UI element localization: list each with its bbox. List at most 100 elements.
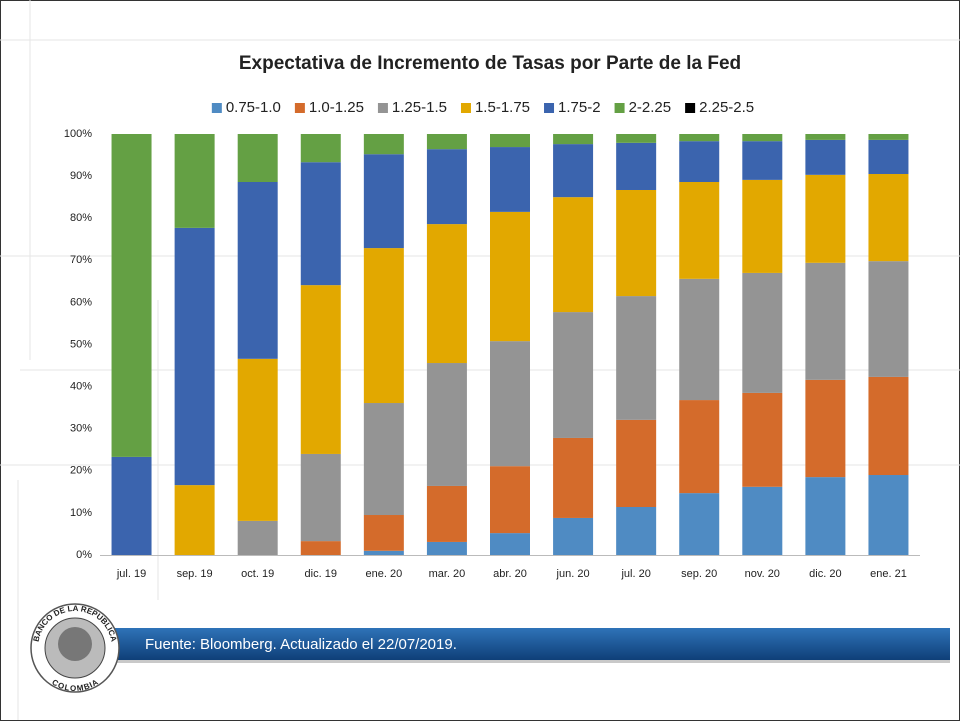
bar-segment — [868, 376, 909, 476]
bar-segment — [426, 134, 467, 150]
bar-segment — [679, 493, 720, 555]
bar-segment — [868, 261, 909, 377]
bar-segment — [742, 272, 783, 393]
bar-segment — [805, 139, 846, 175]
legend-label: 1.0-1.25 — [309, 99, 364, 116]
bar-segment — [553, 517, 594, 555]
legend-label: 1.25-1.5 — [392, 99, 447, 116]
bar-segment — [363, 515, 404, 551]
bar-segment — [490, 466, 530, 534]
bar-segment — [742, 141, 783, 180]
legend-label: 2.25-2.5 — [699, 99, 754, 116]
footer-shadow — [95, 660, 950, 663]
bar-segment — [426, 363, 467, 486]
legend-item: 1.5-1.75 — [460, 99, 530, 116]
bar-segment — [490, 211, 530, 342]
bar-segment — [679, 278, 720, 401]
bar-segment — [805, 477, 846, 555]
bar-segment — [300, 285, 341, 454]
bar-segment — [553, 437, 594, 518]
bar-segment — [237, 134, 278, 182]
y-tick-label: 60% — [70, 296, 92, 308]
x-tick-label: oct. 19 — [241, 568, 274, 580]
bar-segment — [174, 227, 215, 486]
legend-swatch — [211, 103, 222, 113]
bar-segment — [363, 154, 404, 249]
x-tick-label: mar. 20 — [429, 568, 466, 580]
bar-segment — [426, 541, 467, 555]
y-tick-label: 10% — [70, 507, 92, 519]
legend-item: 1.75-2 — [544, 99, 601, 116]
bar-segment — [616, 134, 657, 143]
legend-swatch — [685, 103, 696, 113]
bar-segment — [300, 162, 341, 286]
footer-source: Fuente: Bloomberg. Actualizado el 22/07/… — [145, 636, 457, 653]
bar-segment — [237, 181, 278, 359]
legend-item: 1.25-1.5 — [377, 99, 447, 116]
bar-segment — [553, 134, 594, 145]
bar-segment — [490, 533, 530, 555]
bar-segment — [111, 134, 152, 457]
y-tick-label: 40% — [70, 381, 92, 393]
chart-title: Expectativa de Incremento de Tasas por P… — [239, 53, 741, 74]
x-tick-label: jul. 19 — [116, 568, 146, 580]
bar-segment — [490, 147, 530, 212]
bar-segment — [616, 142, 657, 190]
bar-segment — [553, 312, 594, 438]
bar-segment — [490, 134, 530, 148]
x-tick-label: dic. 20 — [809, 568, 841, 580]
bar-segment — [742, 486, 783, 555]
y-tick-label: 0% — [76, 549, 92, 561]
x-tick-label: jul. 20 — [620, 568, 650, 580]
x-tick-label: nov. 20 — [745, 568, 780, 580]
bar-segment — [868, 134, 909, 140]
y-tick-label: 30% — [70, 423, 92, 435]
footer-band — [95, 628, 950, 660]
bar-segment — [426, 149, 467, 225]
x-tick-label: jun. 20 — [556, 568, 590, 580]
legend-item: 2-2.25 — [614, 99, 672, 116]
legend: 0.75-1.0 1.0-1.25 1.25-1.5 1.5-1.75 1.75-2 2-… — [211, 99, 754, 116]
bar-segment — [616, 419, 657, 508]
bar-segment — [616, 296, 657, 420]
legend-label: 0.75-1.0 — [226, 99, 281, 116]
bar-segment — [237, 520, 278, 555]
bar-segment — [111, 456, 152, 555]
logo: BANCO DE LA REPUBLICA COLOMBIA — [30, 603, 120, 693]
bar-segment — [616, 189, 657, 297]
bar-segment — [742, 179, 783, 273]
bar-segment — [363, 248, 404, 404]
bar-segment — [363, 403, 404, 516]
x-tick-label: sep. 20 — [681, 568, 717, 580]
legend-label: 1.5-1.75 — [475, 99, 530, 116]
bar-segment — [679, 181, 720, 279]
legend-swatch — [460, 103, 471, 113]
bar-segment — [742, 134, 783, 142]
x-tick-label: ene. 21 — [870, 568, 907, 580]
bar-segment — [553, 144, 594, 198]
legend-swatch — [544, 103, 555, 113]
bar-segment — [363, 550, 404, 555]
legend-swatch — [377, 103, 388, 113]
bar-segment — [426, 485, 467, 542]
bar-segment — [300, 453, 341, 542]
bar-segment — [868, 173, 909, 262]
bar-segment — [868, 139, 909, 174]
y-tick-label: 70% — [70, 254, 92, 266]
bar-segment — [805, 379, 846, 478]
x-tick-label: dic. 19 — [305, 568, 337, 580]
bar-segment — [679, 400, 720, 494]
x-tick-label: ene. 20 — [365, 568, 402, 580]
y-tick-label: 50% — [70, 338, 92, 350]
bar-segment — [553, 197, 594, 313]
bar-segment — [679, 141, 720, 182]
bar-segment — [679, 134, 720, 142]
legend-label: 2-2.25 — [629, 99, 672, 116]
bar-segment — [805, 262, 846, 380]
bar-segment — [174, 485, 215, 555]
legend-label: 1.75-2 — [558, 99, 601, 116]
bar-segment — [805, 174, 846, 263]
bar-segment — [868, 475, 909, 555]
